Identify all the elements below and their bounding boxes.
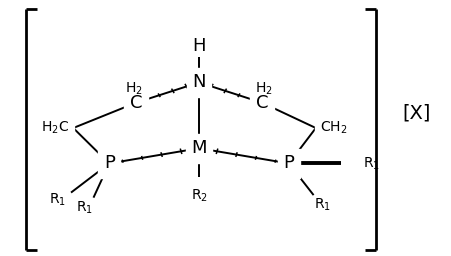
Text: CH$_2$: CH$_2$ (320, 120, 347, 136)
Text: R$_1$: R$_1$ (362, 155, 379, 172)
Text: C: C (129, 94, 142, 112)
Text: H: H (192, 37, 205, 55)
Text: R$_1$: R$_1$ (49, 192, 66, 208)
Text: P: P (283, 154, 294, 173)
Text: R$_2$: R$_2$ (190, 187, 207, 204)
Text: R$_1$: R$_1$ (313, 197, 331, 214)
Text: M: M (191, 139, 207, 157)
Text: C: C (255, 94, 267, 112)
Text: H$_2$: H$_2$ (125, 81, 143, 97)
Text: H$_2$C: H$_2$C (41, 120, 69, 136)
Text: H$_2$: H$_2$ (255, 81, 272, 97)
Text: P: P (104, 154, 115, 173)
Text: [X]: [X] (402, 103, 430, 122)
Text: R$_1$: R$_1$ (76, 200, 93, 216)
Text: N: N (192, 73, 205, 91)
